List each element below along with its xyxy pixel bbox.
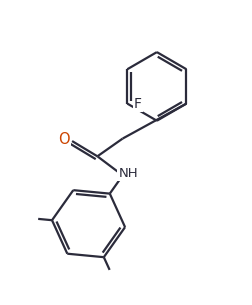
- Text: NH: NH: [118, 167, 138, 180]
- Text: F: F: [133, 97, 141, 111]
- Text: O: O: [58, 131, 70, 146]
